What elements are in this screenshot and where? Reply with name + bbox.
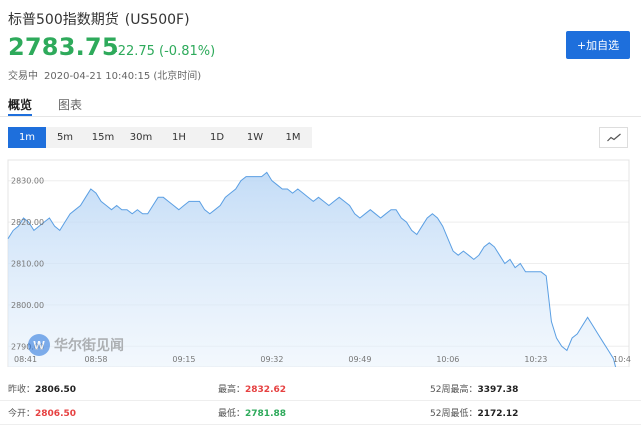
stat-label: 今开： bbox=[8, 409, 36, 419]
price-area bbox=[8, 172, 629, 367]
y-tick-label: 2810.00 bbox=[11, 260, 44, 269]
current-price: 2783.75 bbox=[8, 33, 119, 61]
stat-value: 2806.50 bbox=[35, 409, 77, 419]
instrument-name: 标普500指数期货 bbox=[8, 12, 119, 28]
range-1m-button[interactable]: 1m bbox=[8, 127, 46, 148]
low-stat: 最低：2781.88 bbox=[218, 406, 286, 419]
x-axis-labels: 08:41 08:58 09:15 09:32 09:49 10:06 10:23 10:4 bbox=[14, 355, 631, 364]
x-tick-label: 08:58 bbox=[84, 355, 107, 364]
y-tick-label: 2820.00 bbox=[11, 218, 44, 227]
tab-bar: 概览 图表 bbox=[0, 88, 641, 117]
range-selector: 1m 5m 15m 30m 1H 1D 1W 1M bbox=[8, 127, 312, 148]
high-stat: 最高：2832.62 bbox=[218, 382, 286, 395]
tab-overview[interactable]: 概览 bbox=[8, 98, 33, 112]
chart-type-button[interactable] bbox=[599, 127, 628, 148]
stat-value: 2832.62 bbox=[245, 385, 287, 395]
trading-status: 交易中 2020-04-21 10:40:15 (北京时间) bbox=[8, 67, 201, 82]
watermark-logo-letter: W bbox=[33, 339, 45, 353]
range-30m-button[interactable]: 30m bbox=[129, 132, 153, 143]
stat-value: 3397.38 bbox=[477, 385, 519, 395]
x-tick-label: 09:49 bbox=[348, 355, 371, 364]
range-5m-button[interactable]: 5m bbox=[56, 132, 74, 143]
price-line bbox=[7, 171, 617, 367]
instrument-code: (US500F) bbox=[124, 12, 190, 28]
range-1d-button[interactable]: 1D bbox=[209, 132, 225, 143]
y-tick-label: 2800.00 bbox=[11, 301, 44, 310]
active-tab-indicator bbox=[8, 114, 32, 116]
y-axis-labels: 2830.00 2820.00 2810.00 2800.00 2790.00 bbox=[11, 177, 44, 352]
x-tick-label: 08:41 bbox=[14, 355, 37, 364]
stat-label: 昨收： bbox=[8, 385, 36, 395]
price-chart[interactable]: 2830.00 2820.00 2810.00 2800.00 2790.00 08:4… bbox=[0, 155, 641, 367]
x-tick-label: 10:23 bbox=[524, 355, 547, 364]
open-stat: 今开：2806.50 bbox=[8, 406, 76, 419]
stats-row: 昨收：2806.50 最高：2832.62 52周最高：3397.38 bbox=[0, 376, 641, 401]
add-watchlist-button[interactable]: +加自选 bbox=[566, 31, 630, 59]
52w-high-stat: 52周最高：3397.38 bbox=[430, 382, 518, 395]
x-tick-label: 10:4 bbox=[613, 355, 631, 364]
line-chart-icon bbox=[606, 133, 621, 142]
watermark-logo-icon bbox=[28, 334, 50, 356]
range-15m-button[interactable]: 15m bbox=[91, 132, 115, 143]
stat-value: 2781.88 bbox=[245, 409, 287, 419]
range-1w-button[interactable]: 1W bbox=[246, 132, 264, 143]
watermark: W 华尔街见闻 bbox=[28, 334, 124, 356]
timestamp: 2020-04-21 10:40:15 (北京时间) bbox=[44, 71, 202, 82]
x-tick-label: 09:32 bbox=[260, 355, 283, 364]
x-tick-label: 10:06 bbox=[436, 355, 459, 364]
prev-close-stat: 昨收：2806.50 bbox=[8, 382, 76, 395]
watermark-text: 华尔街见闻 bbox=[54, 337, 124, 354]
stat-value: 2806.50 bbox=[35, 385, 77, 395]
stat-label: 最高： bbox=[218, 385, 246, 395]
x-tick-label: 09:15 bbox=[172, 355, 195, 364]
y-tick-label: 2790.00 bbox=[11, 342, 44, 351]
stat-label: 最低： bbox=[218, 409, 246, 419]
stat-value: 2172.12 bbox=[477, 409, 519, 419]
y-tick-label: 2830.00 bbox=[11, 177, 44, 186]
stats-row: 今开：2806.50 最低：2781.88 52周最低：2172.12 bbox=[0, 400, 641, 425]
stat-label: 52周最低： bbox=[430, 409, 478, 419]
range-1h-button[interactable]: 1H bbox=[172, 132, 186, 143]
stat-label: 52周最高： bbox=[430, 385, 478, 395]
range-1mo-button[interactable]: 1M bbox=[285, 132, 301, 143]
instrument-title: 标普500指数期货 (US500F) bbox=[8, 9, 190, 29]
52w-low-stat: 52周最低：2172.12 bbox=[430, 406, 518, 419]
tab-chart[interactable]: 图表 bbox=[58, 98, 83, 112]
status-label: 交易中 bbox=[8, 71, 38, 82]
price-change: -22.75 (-0.81%) bbox=[113, 44, 216, 59]
